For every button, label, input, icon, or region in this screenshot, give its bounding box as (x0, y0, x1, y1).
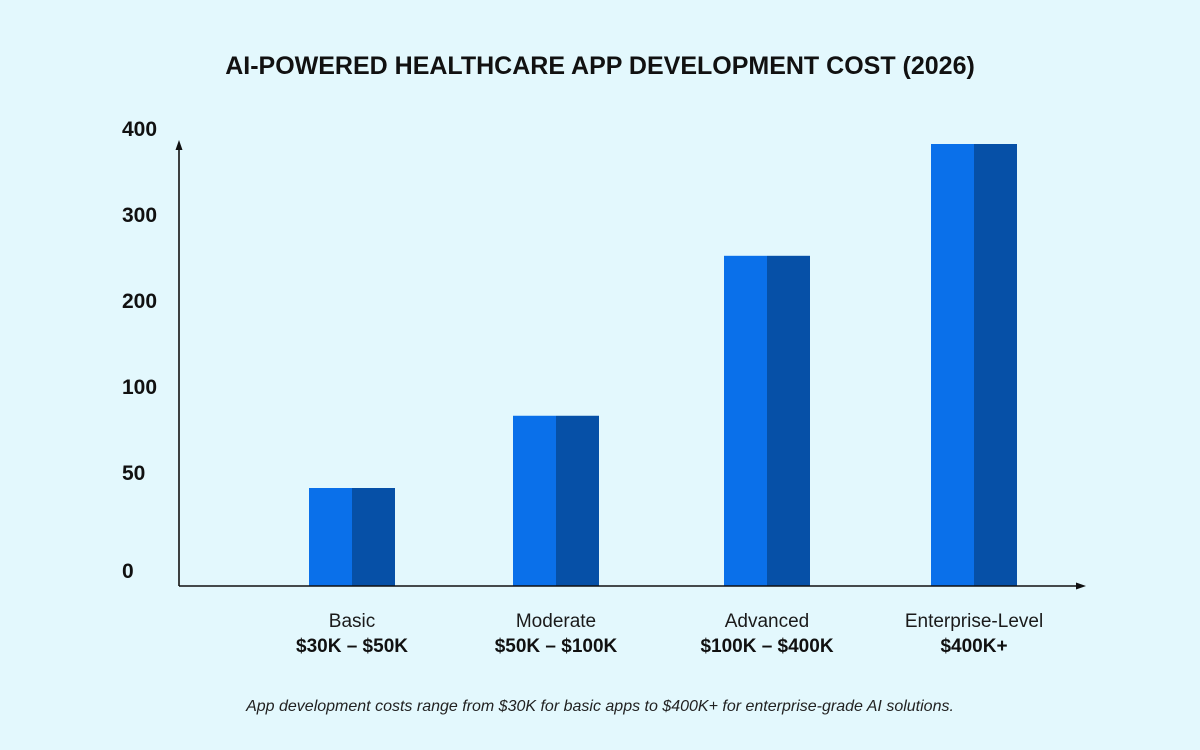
bar-2-right (767, 255, 810, 587)
bar-0-right (352, 488, 395, 586)
bar-1-right (556, 415, 599, 586)
y-tick-label: 400 (122, 118, 157, 141)
bar-2-left (724, 255, 767, 587)
bar-0-left (309, 488, 352, 586)
category-range-label: $30K – $50K (296, 636, 408, 657)
y-tick-label: 0 (122, 560, 134, 583)
chart-caption: App development costs range from $30K fo… (245, 698, 954, 715)
bar-1-left (513, 415, 556, 586)
y-tick-label: 100 (122, 376, 157, 399)
bar-3-left (931, 144, 974, 586)
category-range-label: $100K – $400K (700, 636, 833, 657)
category-range-label: $400K+ (940, 636, 1007, 657)
bar-3-right (974, 144, 1017, 586)
y-axis-arrow-icon (175, 140, 183, 150)
x-axis-arrow-icon (1076, 582, 1086, 590)
category-range-label: $50K – $100K (495, 636, 618, 657)
y-axis-ticks: 0 50 100 200 300 400 (122, 118, 157, 583)
y-tick-label: 50 (122, 462, 145, 485)
category-label: Advanced (725, 611, 810, 632)
y-tick-label: 300 (122, 204, 157, 227)
x-axis-labels: Basic $30K – $50K Moderate $50K – $100K Adva… (296, 611, 1043, 657)
category-label: Moderate (516, 611, 596, 632)
bars (309, 144, 1017, 587)
category-label: Basic (329, 611, 375, 632)
category-label: Enterprise-Level (905, 611, 1043, 632)
chart-title: AI-POWERED HEALTHCARE APP DEVELOPMENT CO… (225, 52, 975, 80)
y-tick-label: 200 (122, 290, 157, 313)
